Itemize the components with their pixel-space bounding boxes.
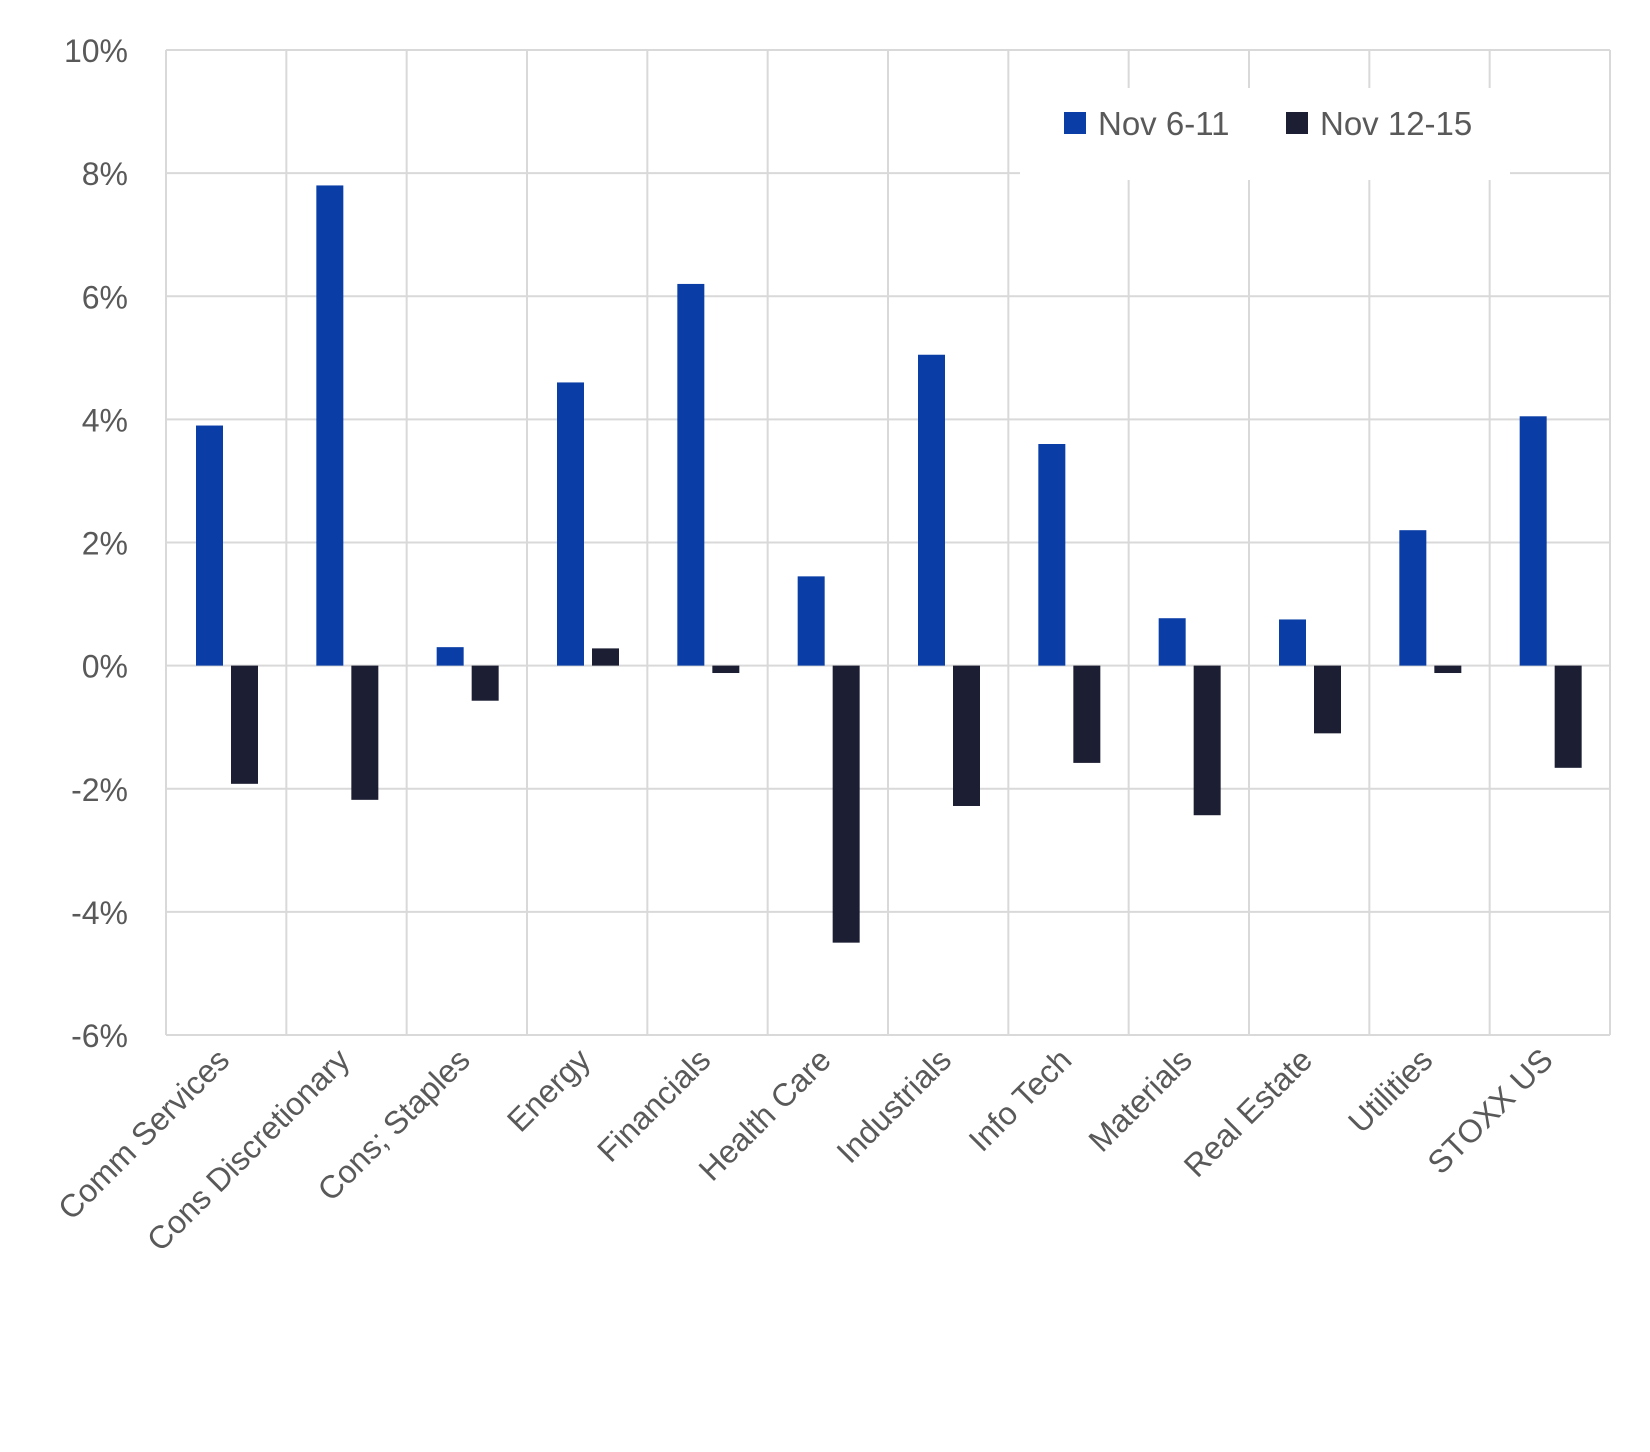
bar-series-2 <box>351 665 379 800</box>
x-category-label: Energy <box>500 1041 597 1138</box>
x-category-label: Financials <box>590 1041 717 1168</box>
bar-series-1 <box>436 647 464 666</box>
bar-series-2 <box>471 665 499 701</box>
y-tick-label: 0% <box>82 649 128 685</box>
legend: Nov 6-11 Nov 12-15 <box>1020 88 1510 180</box>
legend-label: Nov 12-15 <box>1320 105 1472 142</box>
x-category-label: Industrials <box>830 1041 959 1170</box>
y-tick-label: -2% <box>71 772 128 808</box>
bars <box>196 185 1582 943</box>
y-tick-label: 2% <box>82 526 128 562</box>
bar-series-2 <box>953 665 980 806</box>
x-category-label: Real Estate <box>1177 1041 1319 1183</box>
bar-series-1 <box>1279 619 1306 666</box>
legend-label: Nov 6-11 <box>1098 105 1229 142</box>
bar-series-1 <box>918 354 945 666</box>
x-category-label: Cons Discretionary <box>140 1041 357 1258</box>
legend-swatch <box>1286 112 1308 134</box>
bar-series-2 <box>1434 665 1462 674</box>
bar-series-1 <box>677 283 705 666</box>
y-axis-tick-labels: 10% 8% 6% 4% 2% 0% -2% -4% -6% <box>64 33 128 1054</box>
legend-swatch <box>1064 112 1086 134</box>
bar-series-2 <box>1314 665 1341 734</box>
bar-series-1 <box>1519 416 1547 666</box>
bar-series-2 <box>832 665 860 943</box>
x-category-label: Materials <box>1082 1041 1199 1158</box>
bar-series-1 <box>196 425 223 666</box>
y-tick-label: 10% <box>64 33 128 69</box>
bar-series-2 <box>1073 665 1101 763</box>
y-tick-label: 6% <box>82 279 128 315</box>
bar-series-2 <box>592 648 619 666</box>
bar-series-1 <box>797 576 825 666</box>
x-category-label: Info Tech <box>962 1041 1079 1158</box>
bar-series-2 <box>231 665 258 784</box>
bar-series-2 <box>1193 665 1221 816</box>
y-tick-label: -4% <box>71 895 128 931</box>
bar-series-2 <box>1554 665 1582 768</box>
x-category-label: STOXX US <box>1420 1041 1559 1180</box>
y-tick-label: 4% <box>82 402 128 438</box>
legend-background <box>1020 88 1510 180</box>
y-tick-label: -6% <box>71 1018 128 1054</box>
bar-series-1 <box>1038 444 1066 666</box>
bar-series-1 <box>1158 618 1186 666</box>
gridlines <box>165 49 1611 1036</box>
bar-series-2 <box>712 665 740 674</box>
y-tick-label: 8% <box>82 156 128 192</box>
bar-series-1 <box>316 185 344 666</box>
bar-series-1 <box>1399 530 1427 666</box>
x-category-label: Utilities <box>1341 1041 1439 1139</box>
bar-series-1 <box>557 382 584 666</box>
